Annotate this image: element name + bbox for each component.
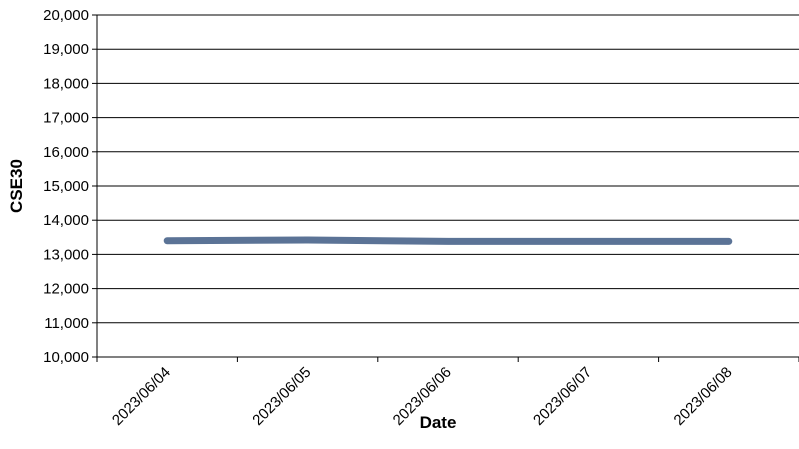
- x-tick-label: 2023/06/04: [109, 364, 174, 429]
- y-tick-label: 13,000: [43, 246, 89, 263]
- y-tick-label: 20,000: [43, 7, 89, 24]
- series: [163, 236, 733, 245]
- y-tick-label: 19,000: [43, 41, 89, 58]
- y-tick-label: 16,000: [43, 144, 89, 161]
- y-tick-label: 18,000: [43, 75, 89, 92]
- axes: [92, 14, 799, 362]
- y-tick-label: 15,000: [43, 178, 89, 195]
- gridlines: [97, 14, 799, 358]
- x-axis-title: Date: [420, 413, 457, 432]
- y-tick-label: 17,000: [43, 110, 89, 127]
- x-tick-label: 2023/06/08: [671, 364, 736, 429]
- y-axis-title: CSE30: [7, 159, 26, 213]
- y-tick-label: 10,000: [43, 349, 89, 366]
- y-tick-label: 11,000: [44, 315, 89, 332]
- x-tick-label: 2023/06/05: [249, 364, 314, 429]
- y-tick-label: 14,000: [43, 212, 89, 229]
- y-tick-label: 12,000: [43, 281, 89, 298]
- series-line: [163, 236, 733, 245]
- y-tick-labels: 10,000 11,000 12,000 13,000 14,000 15,000 16,0…: [43, 7, 89, 366]
- x-tick-label: 2023/06/07: [530, 364, 595, 429]
